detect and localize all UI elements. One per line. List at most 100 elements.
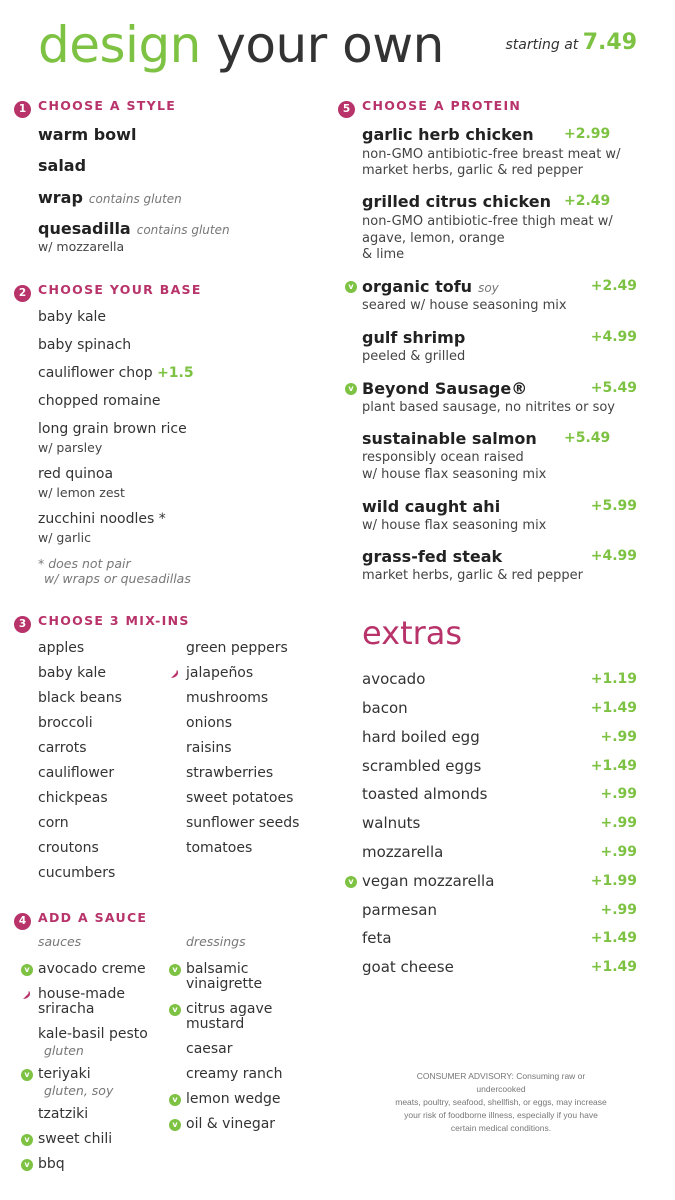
- protein-price: +4.99: [590, 548, 637, 564]
- dressing-item: lemon wedge: [186, 1091, 281, 1107]
- mixin-item: strawberries: [186, 765, 274, 781]
- sauce-item: tzatziki: [38, 1106, 89, 1122]
- extra-price: +.99: [600, 729, 637, 745]
- style-note: contains gluten: [88, 192, 182, 206]
- sauce-note: gluten: [44, 1043, 84, 1058]
- protein-price: +5.49: [564, 430, 611, 446]
- step-3-heading: 3 CHOOSE 3 MIX-INS: [14, 613, 190, 633]
- extra-price: +.99: [600, 786, 637, 802]
- base-sub: w/ lemon zest: [38, 485, 125, 500]
- base-item: cauliflower chop +1.5: [38, 365, 194, 381]
- style-item: warm bowl: [38, 125, 137, 144]
- extra-price: +1.19: [590, 671, 637, 687]
- step-label: CHOOSE 3 MIX-INS: [38, 613, 190, 628]
- mixin-item: croutons: [38, 840, 99, 856]
- extra-name: parmesan: [362, 901, 437, 919]
- vegan-icon: v: [21, 1159, 33, 1171]
- base-item: long grain brown rice: [38, 421, 187, 437]
- mixin-item: sweet potatoes: [186, 790, 294, 806]
- protein-name: organic tofu soy: [362, 277, 499, 296]
- step-number-badge: 1: [14, 101, 31, 118]
- starting-price-value: 7.49: [582, 30, 637, 55]
- protein-desc: & lime: [362, 247, 405, 262]
- protein-desc: w/ house flax seasoning mix: [362, 518, 547, 533]
- protein-price: +5.99: [590, 498, 637, 514]
- vegan-icon: v: [21, 1134, 33, 1146]
- protein-desc: responsibly ocean raised: [362, 450, 524, 465]
- base-item: baby spinach: [38, 337, 132, 353]
- step-label: CHOOSE YOUR BASE: [38, 282, 202, 297]
- extra-name: avocado: [362, 670, 426, 688]
- vegan-icon: v: [169, 964, 181, 976]
- protein-price: +2.99: [564, 126, 611, 142]
- extra-name: scrambled eggs: [362, 757, 482, 775]
- starting-label: starting at: [505, 37, 579, 53]
- base-sub: w/ parsley: [38, 440, 103, 455]
- extra-name: toasted almonds: [362, 785, 488, 803]
- style-item: quesadilla contains gluten: [38, 219, 230, 238]
- protein-name: grilled citrus chicken: [362, 192, 551, 211]
- protein-desc: peeled & grilled: [362, 349, 466, 364]
- vegan-icon: v: [21, 1069, 33, 1081]
- mixin-item: carrots: [38, 740, 87, 756]
- step-5-heading: 5 CHOOSE A PROTEIN: [338, 98, 521, 118]
- protein-price: +5.49: [590, 380, 637, 396]
- vegan-icon: v: [169, 1004, 181, 1016]
- dressing-item: caesar: [186, 1041, 233, 1057]
- mixin-item: jalapeños: [186, 665, 254, 681]
- step-4-heading: 4 ADD A SAUCE: [14, 910, 147, 930]
- mixin-item: cauliflower: [38, 765, 115, 781]
- protein-desc: w/ house flax seasoning mix: [362, 467, 547, 482]
- vegan-icon: v: [169, 1094, 181, 1106]
- protein-desc: plant based sausage, no nitrites or soy: [362, 400, 615, 415]
- spicy-pepper-icon: [23, 991, 30, 999]
- mixin-item: sunflower seeds: [186, 815, 300, 831]
- protein-name: sustainable salmon: [362, 429, 537, 448]
- sauce-item: sweet chili: [38, 1131, 113, 1147]
- extra-price: +1.49: [590, 930, 637, 946]
- extra-name: bacon: [362, 699, 408, 717]
- protein-price: +2.49: [564, 193, 611, 209]
- step-1-heading: 1 CHOOSE A STYLE: [14, 98, 176, 118]
- style-sub: w/ mozzarella: [38, 239, 125, 254]
- base-price: +1.5: [157, 365, 194, 381]
- mixin-item: cucumbers: [38, 865, 116, 881]
- dressing-item: oil & vinegar: [186, 1116, 276, 1132]
- base-item: chopped romaine: [38, 393, 161, 409]
- dressing-item: vinaigrette: [186, 976, 263, 992]
- sauce-item: bbq: [38, 1156, 65, 1172]
- mixin-item: black beans: [38, 690, 122, 706]
- title-design: design: [38, 16, 201, 74]
- sauces-header: sauces: [38, 934, 82, 949]
- style-item: wrap contains gluten: [38, 188, 182, 207]
- vegan-icon: v: [169, 1119, 181, 1131]
- extra-name: hard boiled egg: [362, 728, 480, 746]
- extra-name: vegan mozzarella: [362, 872, 495, 890]
- extra-price: +.99: [600, 902, 637, 918]
- dressing-item: balsamic: [186, 961, 249, 977]
- extra-price: +1.99: [590, 873, 637, 889]
- protein-desc: agave, lemon, orange: [362, 231, 505, 246]
- starting-price: starting at 7.49: [505, 30, 637, 55]
- dressing-item: mustard: [186, 1016, 245, 1032]
- extra-name: mozzarella: [362, 843, 444, 861]
- sauce-item: sriracha: [38, 1001, 95, 1017]
- dressings-header: dressings: [186, 934, 246, 949]
- protein-name: gulf shrimp: [362, 328, 466, 347]
- mixin-item: chickpeas: [38, 790, 108, 806]
- step-label: CHOOSE A PROTEIN: [362, 98, 522, 113]
- mixin-item: tomatoes: [186, 840, 253, 856]
- dressing-item: citrus agave: [186, 1001, 273, 1017]
- mixin-item: raisins: [186, 740, 232, 756]
- mixin-item: green peppers: [186, 640, 288, 656]
- vegan-icon: v: [21, 964, 33, 976]
- base-footnote: * does not pair: [38, 556, 131, 571]
- mixin-item: apples: [38, 640, 85, 656]
- sauce-item: teriyaki: [38, 1066, 91, 1082]
- protein-desc: non-GMO antibiotic-free thigh meat w/: [362, 214, 613, 229]
- protein-name: wild caught ahi: [362, 497, 501, 516]
- mixin-item: baby kale: [38, 665, 107, 681]
- protein-desc: non-GMO antibiotic-free breast meat w/: [362, 147, 621, 162]
- base-item: baby kale: [38, 309, 107, 325]
- extra-price: +.99: [600, 844, 637, 860]
